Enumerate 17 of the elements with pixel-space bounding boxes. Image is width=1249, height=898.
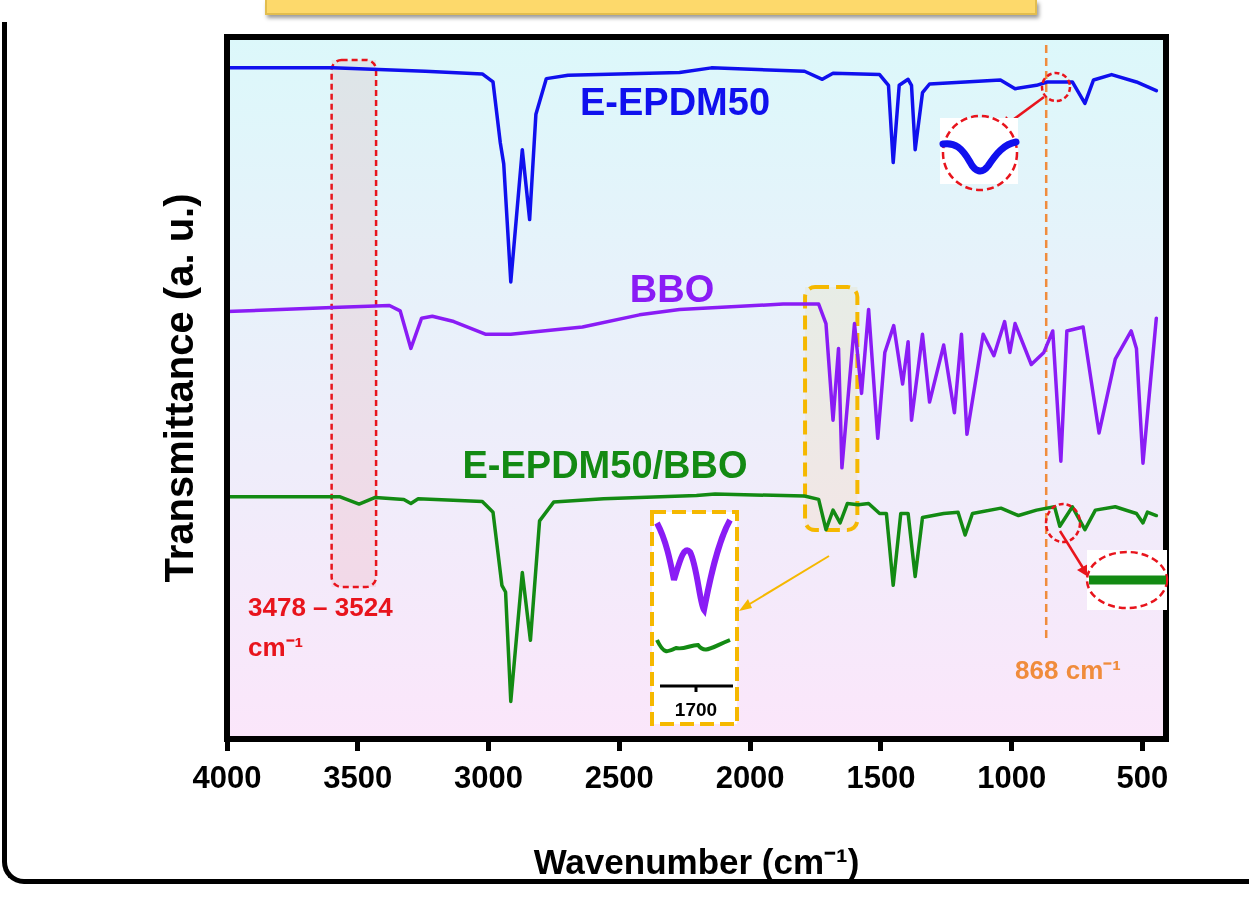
x-tick-label: 4000 (192, 760, 262, 796)
annotation: 1700 (674, 699, 718, 720)
series-label: E-EPDM50 (579, 81, 771, 124)
x-tick-label: 3500 (323, 760, 393, 796)
x-tick-label: 500 (1116, 760, 1169, 796)
x-tick-label: 1500 (846, 760, 916, 796)
x-axis-title: Wavenumber (cm⁻¹) (533, 841, 860, 881)
x-tick-label: 2000 (715, 760, 785, 796)
band-label: 3478 – 3524 cm⁻¹ (248, 592, 394, 663)
series-label: E-EPDM50/BBO (462, 444, 748, 487)
ref-line-label: 868 cm⁻¹ (1015, 655, 1121, 686)
x-tick-label: 3000 (454, 760, 524, 796)
x-tick-label: 1000 (977, 760, 1047, 796)
series-label: BBO (629, 268, 715, 311)
x-tick-label: 2500 (584, 760, 654, 796)
inset-box: 1700 (650, 510, 739, 726)
y-axis-title: Transmittance (a. u.) (157, 193, 202, 583)
